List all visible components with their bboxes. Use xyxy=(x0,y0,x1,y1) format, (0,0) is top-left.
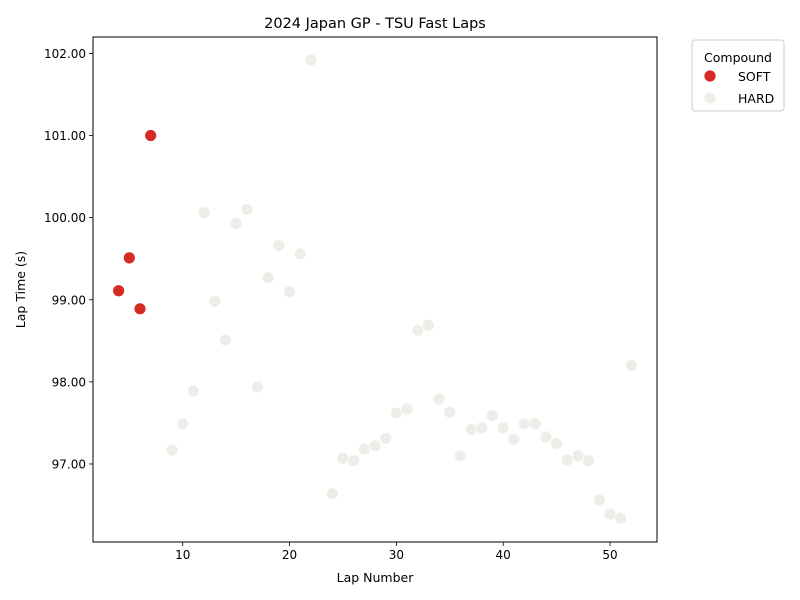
data-point-hard xyxy=(368,439,382,453)
data-point-hard xyxy=(304,53,318,67)
data-point-soft xyxy=(112,284,126,298)
x-tick-label: 10 xyxy=(175,548,190,562)
data-point-hard xyxy=(400,402,414,416)
data-point-hard xyxy=(261,271,275,284)
data-point-hard xyxy=(357,442,371,456)
data-point-hard xyxy=(571,449,585,463)
data-point-hard xyxy=(454,449,467,463)
data-point-hard xyxy=(432,392,446,406)
legend-label-hard: HARD xyxy=(738,91,774,106)
legend-marker-hard xyxy=(703,91,717,105)
legend-title: Compound xyxy=(704,50,772,65)
data-point-soft xyxy=(144,129,158,142)
legend-label-soft: SOFT xyxy=(738,69,771,84)
data-point-hard xyxy=(379,432,393,445)
y-tick-label: 98.00 xyxy=(52,375,86,389)
x-tick-label: 50 xyxy=(602,548,617,562)
y-tick-label: 99.00 xyxy=(52,293,86,307)
data-point-hard xyxy=(496,421,510,435)
axis-ticks: 10 20 30 40 50 97.00 98.00 99.00 100.00 101.00 102… xyxy=(44,47,618,562)
data-point-hard xyxy=(187,384,200,398)
y-tick-label: 97.00 xyxy=(52,457,86,471)
legend: Compound SOFT HARD xyxy=(691,39,785,112)
data-point-hard xyxy=(197,206,211,220)
data-point-hard xyxy=(475,421,489,435)
data-point-hard xyxy=(614,511,628,525)
data-point-hard xyxy=(486,409,499,422)
data-point-hard xyxy=(229,216,243,230)
plot-frame xyxy=(92,36,658,543)
data-points xyxy=(112,53,638,525)
data-point-hard xyxy=(389,406,403,420)
data-point-hard xyxy=(624,359,638,372)
data-point-hard xyxy=(283,285,296,298)
data-point-hard xyxy=(208,295,222,308)
y-tick-label: 100.00 xyxy=(44,211,86,225)
data-point-hard xyxy=(582,454,596,468)
legend-marker-soft xyxy=(703,69,717,83)
data-point-hard xyxy=(539,430,553,444)
x-axis-label: Lap Number xyxy=(337,570,415,585)
data-point-hard xyxy=(603,507,617,521)
data-point-hard xyxy=(518,417,531,431)
legend-frame xyxy=(691,39,785,112)
data-point-hard xyxy=(560,453,574,467)
data-point-hard xyxy=(422,318,435,332)
data-point-hard xyxy=(347,454,361,468)
data-point-hard xyxy=(336,451,350,465)
data-point-hard xyxy=(251,380,264,394)
data-point-hard xyxy=(507,432,521,446)
data-point-hard xyxy=(464,423,478,436)
data-point-hard xyxy=(272,239,286,252)
chart-title: 2024 Japan GP - TSU Fast Laps xyxy=(264,16,486,32)
data-point-hard xyxy=(443,405,457,419)
data-point-hard xyxy=(528,417,542,431)
x-tick-label: 40 xyxy=(496,548,511,562)
y-tick-label: 101.00 xyxy=(44,129,86,143)
x-tick-label: 30 xyxy=(389,548,404,562)
data-point-hard xyxy=(411,323,425,337)
data-point-hard xyxy=(219,333,232,347)
data-point-soft xyxy=(133,302,147,316)
y-tick-label: 102.00 xyxy=(44,47,86,61)
data-point-hard xyxy=(550,437,563,450)
data-point-hard xyxy=(165,443,179,457)
data-point-hard xyxy=(325,487,339,500)
y-axis-label: Lap Time (s) xyxy=(13,251,28,328)
x-tick-label: 20 xyxy=(282,548,297,562)
data-point-hard xyxy=(293,247,307,261)
data-point-soft xyxy=(122,251,136,265)
data-point-hard xyxy=(240,203,254,216)
data-point-hard xyxy=(176,417,190,431)
data-point-hard xyxy=(592,493,606,507)
